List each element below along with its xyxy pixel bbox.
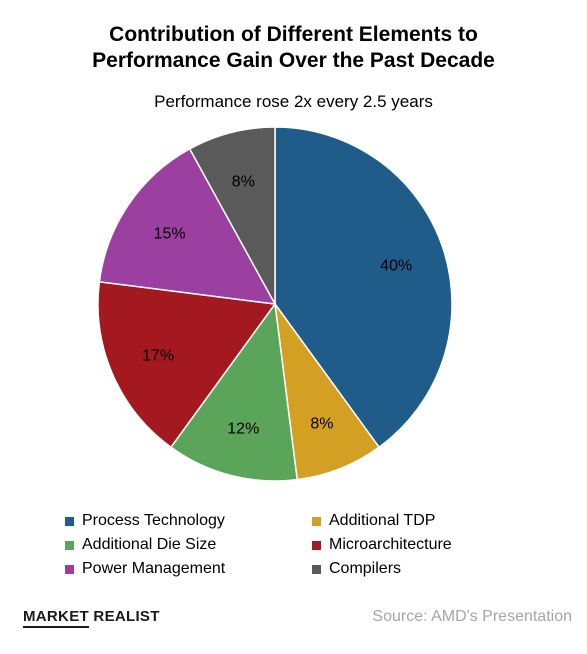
legend-label: Process Technology [82, 512, 225, 529]
slice-label-microarchitecture: 17% [142, 348, 174, 365]
legend-swatch [312, 540, 321, 550]
pie-slice-microarchitecture [97, 280, 277, 449]
slice-label-additional-die-size: 12% [227, 420, 259, 437]
chart-title-line2: Performance Gain Over the Past Decade [92, 49, 495, 72]
chart-title-line1: Contribution of Different Elements to [109, 23, 478, 46]
pie-slice-additional-tdp [274, 303, 381, 481]
legend-item-additional-die-size: Additional Die Size [65, 534, 312, 556]
brand-text-market: MARKET [23, 608, 89, 628]
source-note: Source: AMD's Presentation [372, 608, 572, 625]
legend-swatch [65, 564, 74, 574]
legend-label: Additional TDP [329, 512, 436, 529]
legend-item-additional-tdp: Additional TDP [312, 510, 532, 532]
pie-slice-process-technology [274, 126, 453, 449]
legend-item-process-technology: Process Technology [65, 510, 312, 532]
chart-subtitle: Performance rose 2x every 2.5 years [154, 92, 433, 111]
legend-label: Microarchitecture [329, 536, 452, 553]
pie-slices [97, 126, 453, 482]
legend-item-compilers: Compilers [312, 558, 532, 580]
pie-chart: 40% 8% 12% 17% 15% 8% [97, 126, 453, 482]
slice-label-additional-tdp: 8% [310, 415, 333, 432]
market-realist-logo: MARKET REALIST [23, 608, 160, 628]
brand-text-realist: REALIST [88, 608, 160, 625]
pie-slice-additional-die-size [169, 302, 299, 482]
chart-title: Contribution of Different Elements to Pe… [0, 22, 587, 74]
legend: Process Technology Additional TDP Addition… [65, 510, 535, 580]
slice-label-process-technology: 40% [380, 258, 412, 275]
legend-item-power-management: Power Management [65, 558, 312, 580]
legend-label: Additional Die Size [82, 536, 217, 553]
slice-label-power-management: 15% [154, 225, 186, 242]
pie-slice-compilers [188, 126, 276, 305]
pie-labels: 40% 8% 12% 17% 15% 8% [142, 174, 412, 438]
pie-slice-power-management [98, 147, 277, 305]
legend-swatch [65, 540, 74, 550]
legend-label: Power Management [82, 560, 226, 577]
legend-label: Compilers [329, 560, 402, 577]
legend-item-microarchitecture: Microarchitecture [312, 534, 532, 556]
slice-label-compilers: 8% [232, 174, 255, 191]
legend-swatch [65, 516, 74, 526]
legend-swatch [312, 516, 321, 526]
legend-swatch [312, 564, 321, 574]
